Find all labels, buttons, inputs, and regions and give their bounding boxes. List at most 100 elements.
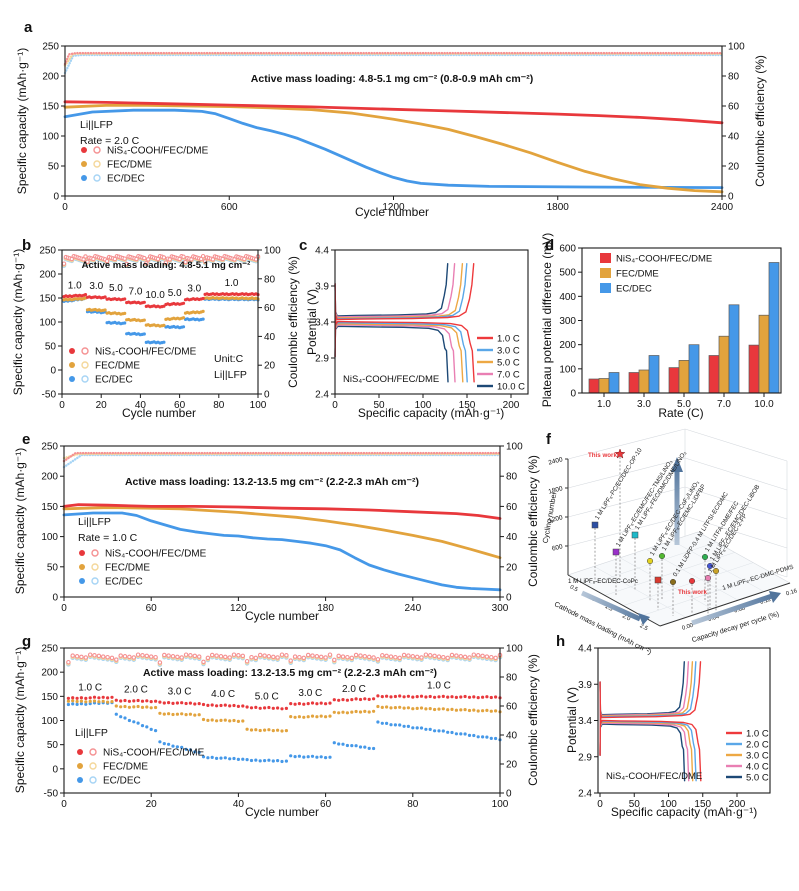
y-tick: 250	[41, 442, 58, 453]
y-tick: 4.4	[315, 246, 329, 257]
y2-tick: 60	[506, 702, 518, 713]
y3-tick: 0.16	[785, 588, 798, 597]
legend-rate-label: 10.0 C	[497, 381, 525, 392]
x-tick: 120	[230, 603, 247, 614]
legend-open-marker	[89, 762, 97, 770]
x-tick: 20	[96, 400, 108, 411]
legend-open-marker	[81, 361, 89, 369]
panel-b-cell-label: Li||LFP	[214, 369, 247, 381]
rate-step-label: 3.0 C	[168, 687, 192, 698]
panel-d-label: d	[545, 237, 555, 254]
y2-tick: 80	[728, 72, 740, 83]
panel-e-legend: NiS₄-COOH/FEC/DME FEC/DME EC/DEC	[79, 549, 207, 588]
x-tick: 7.0	[717, 399, 731, 410]
bar-NiS₄-COOH/FEC/DME	[668, 367, 680, 394]
panel-b-ylabel: Specific capacity (mAh·g⁻¹)	[11, 248, 25, 396]
panel-a-rate-note: Rate = 2.0 C	[80, 135, 140, 147]
x-tick: 20	[146, 799, 158, 810]
y-tick: 250	[41, 644, 58, 655]
series-NiS4-ce	[63, 51, 724, 66]
rate-step-label: 10.0	[145, 290, 165, 301]
rate-step-label: 2.0 C	[124, 685, 148, 696]
bar-EC/DEC	[648, 355, 660, 394]
legend-label: FEC/DME	[95, 361, 140, 372]
legend-swatch	[600, 268, 611, 278]
y2-tick: 40	[506, 532, 518, 543]
panel-a-legend: NiS₄-COOH/FEC/DME FEC/DME EC/DEC	[81, 146, 209, 185]
panel-c-electrolyte-label: NiS₄-COOH/FEC/DME	[343, 374, 440, 385]
z-tick: 1200	[548, 514, 564, 525]
legend-rate-label: 3.0 C	[746, 750, 769, 761]
rate-step-label: 7.0	[129, 286, 143, 297]
y-tick: 250	[42, 42, 59, 53]
y-tick: -50	[44, 789, 59, 800]
series-EC-capacity	[63, 108, 724, 190]
x3-tick: 2.5	[639, 623, 649, 632]
series-NiS4-capacity	[62, 292, 260, 309]
plot-frame	[64, 45, 723, 197]
data-point-circle	[701, 553, 709, 561]
panel-e-label: e	[22, 431, 31, 448]
vprofile-7.0 C-charge	[334, 263, 456, 358]
y-tick: 3.9	[578, 680, 592, 691]
legend-filled-marker	[69, 362, 75, 368]
legend-open-marker	[91, 577, 99, 585]
panel-b-plot: 1.0 3.0 5.0 7.0 10.0 5.0 3.0 1.00 20 40 60 80 100-50…	[39, 246, 281, 412]
series-EC-capacity	[66, 701, 502, 764]
panel-g-annotation: Active mass loading: 13.2-13.5 mg cm⁻² (…	[142, 667, 438, 679]
panel-g-y2label: Coulombic efficiency (%)	[526, 654, 540, 786]
legend-rate-label: 7.0 C	[497, 369, 520, 380]
data-point-circle	[704, 574, 712, 582]
y-tick: 3.4	[578, 716, 592, 727]
bar-EC/DEC	[688, 344, 700, 394]
series-NiS4-capacity	[62, 503, 502, 520]
panel-g-xlabel: Cycle number	[244, 805, 320, 819]
data-point-circle	[646, 557, 654, 565]
bar-NiS₄-COOH/FEC/DME	[748, 344, 760, 394]
y2-tick: 0	[506, 593, 512, 604]
vprofile-10.0 C-charge	[334, 263, 449, 358]
point-label: This work	[678, 589, 707, 596]
vprofile-10.0 C-discharge	[334, 283, 449, 383]
data-point-circle	[688, 577, 696, 585]
legend-filled-marker	[79, 564, 85, 570]
x-tick: 0	[59, 400, 65, 411]
y2-tick: 40	[264, 332, 276, 343]
x-tick: 3.0	[637, 399, 651, 410]
y-tick: 200	[41, 668, 58, 679]
legend-filled-marker	[79, 550, 85, 556]
y-tick: 200	[41, 472, 58, 483]
y2-tick: 40	[506, 731, 518, 742]
y-tick: 100	[41, 716, 58, 727]
y-tick: 200	[39, 270, 56, 281]
x-tick: 40	[233, 799, 245, 810]
vprofile-4.0 C-discharge	[599, 681, 690, 782]
point-label: 1 M LiPF₆-EC/EMC/DEC-LiBOB	[709, 484, 762, 562]
series-EC-ce	[63, 53, 724, 75]
y2-tick: 0	[506, 789, 512, 800]
y-tick: 3.4	[315, 318, 329, 329]
y3-tick: 0.00	[681, 623, 694, 632]
y-tick: 0	[50, 366, 56, 377]
y-tick: 50	[47, 740, 59, 751]
y-tick: 150	[42, 102, 59, 113]
x-tick: 80	[407, 799, 419, 810]
panel-g-legend: NiS₄-COOH/FEC/DME FEC/DME EC/DEC	[77, 748, 205, 787]
x3-tick: 1.5	[604, 604, 614, 613]
panel-b-y2label: Coulombic efficiency (%)	[286, 256, 300, 388]
bar-FEC/DME	[598, 378, 610, 394]
y2-tick: 100	[264, 246, 281, 257]
panel-g-ylabel: Specific capacity (mAh·g⁻¹)	[13, 646, 27, 794]
y2-tick: 100	[506, 442, 523, 453]
panel-e-rate-note: Rate = 1.0 C	[78, 532, 138, 544]
legend-rate-label: 1.0 C	[497, 333, 520, 344]
legend-label: FEC/DME	[103, 762, 148, 773]
panel-f-plot: 6001200180024000.51.01.52.02.50.000.040.…	[541, 428, 798, 656]
data-point-circle	[712, 567, 720, 575]
tick-label: 200	[729, 799, 746, 810]
tick-label: 100	[660, 799, 677, 810]
series-EC-capacity	[62, 296, 260, 345]
rate-step-label: 4.0 C	[211, 689, 235, 700]
y-tick: -50	[42, 390, 57, 401]
